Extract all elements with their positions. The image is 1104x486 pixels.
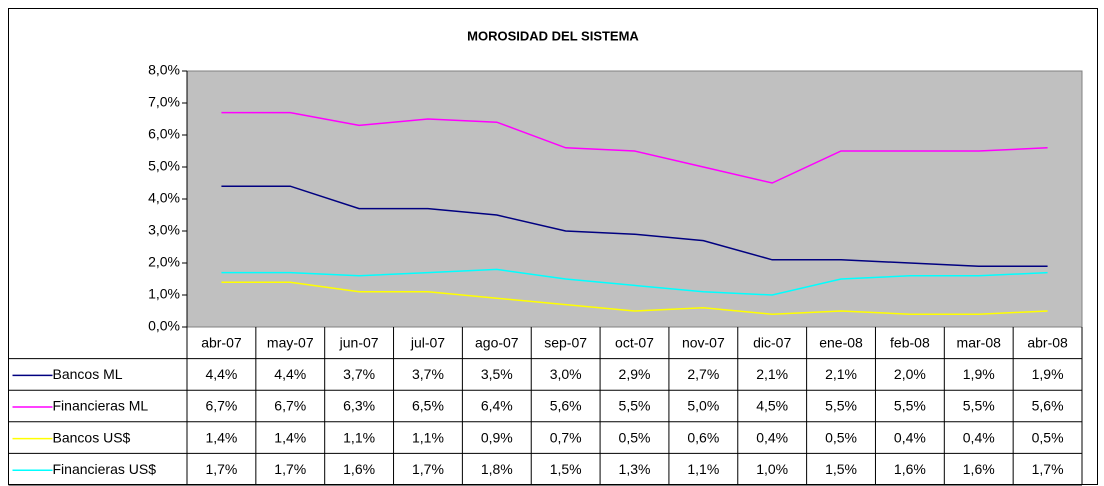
- table-cell: 0,4%: [756, 429, 788, 445]
- table-cell: 5,5%: [825, 398, 857, 414]
- table-cell: 5,5%: [963, 398, 995, 414]
- y-tick-label: 2,0%: [148, 254, 180, 270]
- table-cell: 0,4%: [963, 429, 995, 445]
- x-tick-label: ago-07: [475, 335, 519, 351]
- table-cell: 1,9%: [1032, 366, 1064, 382]
- y-tick-label: 1,0%: [148, 286, 180, 302]
- table-cell: 0,4%: [894, 429, 926, 445]
- table-cell: 1,4%: [205, 429, 237, 445]
- table-cell: 0,5%: [825, 429, 857, 445]
- legend-label: Bancos US$: [53, 429, 131, 445]
- table-cell: 0,7%: [550, 429, 582, 445]
- table-cell: 0,5%: [1032, 429, 1064, 445]
- series-line: [221, 185, 1048, 267]
- x-tick-label: dic-07: [753, 335, 791, 351]
- x-tick-label: ene-08: [819, 335, 863, 351]
- table-cell: 1,4%: [274, 429, 306, 445]
- x-tick-label: abr-07: [201, 335, 242, 351]
- table-cell: 0,9%: [481, 429, 513, 445]
- table-cell: 1,5%: [825, 461, 857, 477]
- table-cell: 3,0%: [550, 366, 582, 382]
- table-cell: 5,6%: [550, 398, 582, 414]
- x-tick-label: sep-07: [544, 335, 587, 351]
- table-cell: 1,1%: [412, 429, 444, 445]
- x-tick-label: may-07: [267, 335, 314, 351]
- x-tick-label: oct-07: [615, 335, 654, 351]
- table-cell: 0,5%: [619, 429, 651, 445]
- table-cell: 5,5%: [894, 398, 926, 414]
- chart-title: MOROSIDAD DEL SISTEMA: [467, 28, 639, 43]
- table-cell: 4,5%: [756, 398, 788, 414]
- table-cell: 1,0%: [756, 461, 788, 477]
- table-cell: 5,0%: [687, 398, 719, 414]
- table-cell: 1,7%: [205, 461, 237, 477]
- table-cell: 1,3%: [619, 461, 651, 477]
- series-line: [221, 281, 1048, 315]
- table-cell: 0,6%: [687, 429, 719, 445]
- y-tick-label: 4,0%: [148, 190, 180, 206]
- table-cell: 3,7%: [412, 366, 444, 382]
- table-cell: 1,7%: [1032, 461, 1064, 477]
- x-tick-label: jun-07: [339, 335, 379, 351]
- x-tick-label: nov-07: [682, 335, 725, 351]
- x-tick-label: abr-08: [1027, 335, 1068, 351]
- table-cell: 3,7%: [343, 366, 375, 382]
- table-cell: 6,5%: [412, 398, 444, 414]
- plot-area: [186, 70, 1083, 328]
- table-cell: 1,1%: [687, 461, 719, 477]
- table-cell: 1,7%: [412, 461, 444, 477]
- table-cell: 1,1%: [343, 429, 375, 445]
- x-tick-label: jul-07: [410, 335, 445, 351]
- table-cell: 4,4%: [205, 366, 237, 382]
- table-cell: 2,0%: [894, 366, 926, 382]
- y-tick-label: 3,0%: [148, 222, 180, 238]
- table-cell: 1,6%: [894, 461, 926, 477]
- legend-label: Financieras US$: [53, 461, 157, 477]
- table-cell: 1,8%: [481, 461, 513, 477]
- table-cell: 2,7%: [687, 366, 719, 382]
- table-cell: 5,6%: [1032, 398, 1064, 414]
- table-cell: 6,3%: [343, 398, 375, 414]
- table-cell: 2,9%: [619, 366, 651, 382]
- table-cell: 1,9%: [963, 366, 995, 382]
- x-tick-label: feb-08: [890, 335, 930, 351]
- y-tick-label: 5,0%: [148, 158, 180, 174]
- table-cell: 6,4%: [481, 398, 513, 414]
- series-line: [221, 268, 1048, 296]
- table-cell: 1,6%: [963, 461, 995, 477]
- series-line: [221, 111, 1048, 184]
- table-cell: 4,4%: [274, 366, 306, 382]
- table-cell: 2,1%: [825, 366, 857, 382]
- table-cell: 3,5%: [481, 366, 513, 382]
- legend-label: Bancos ML: [53, 366, 123, 382]
- legend-label: Financieras ML: [53, 398, 149, 414]
- table-cell: 6,7%: [274, 398, 306, 414]
- y-tick-label: 6,0%: [148, 126, 180, 142]
- table-cell: 1,5%: [550, 461, 582, 477]
- table-cell: 1,7%: [274, 461, 306, 477]
- y-tick-label: 0,0%: [148, 318, 180, 334]
- table-cell: 6,7%: [205, 398, 237, 414]
- table-cell: 1,6%: [343, 461, 375, 477]
- y-tick-label: 8,0%: [148, 62, 180, 78]
- table-cell: 5,5%: [619, 398, 651, 414]
- table-cell: 2,1%: [756, 366, 788, 382]
- x-tick-label: mar-08: [957, 335, 1002, 351]
- y-tick-label: 7,0%: [148, 94, 180, 110]
